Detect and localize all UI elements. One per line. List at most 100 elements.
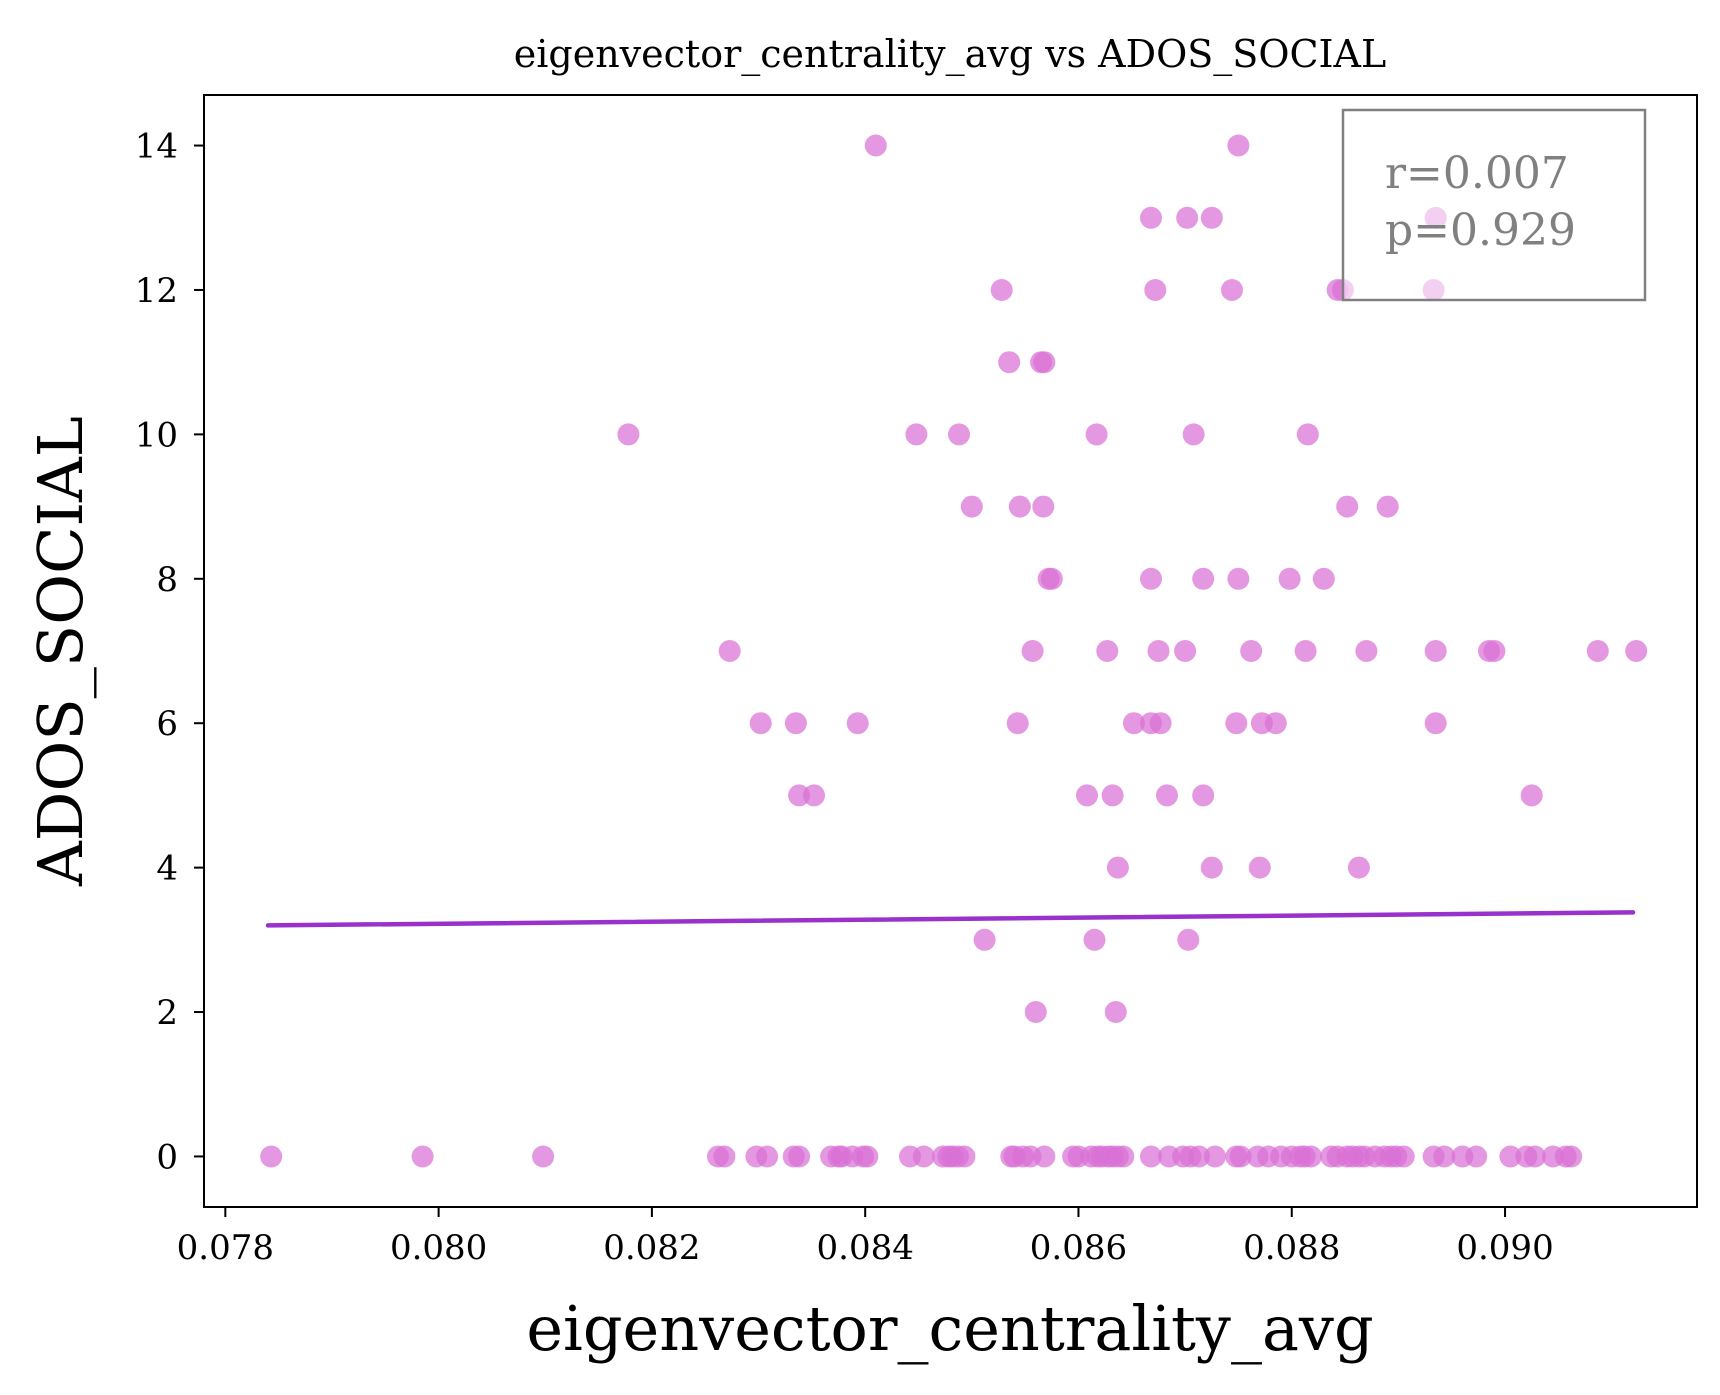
data-point [1586, 640, 1609, 662]
data-point [973, 928, 996, 951]
data-point [1122, 712, 1145, 735]
data-point [953, 1145, 976, 1168]
data-point [1248, 856, 1271, 879]
data-point [1140, 1145, 1162, 1168]
data-point [1076, 784, 1098, 807]
x-axis-ticks: 0.078 0.080 0.082 0.084 0.086 0.088 0.090 [177, 1207, 1554, 1268]
data-point [1312, 567, 1335, 590]
data-point [1144, 279, 1167, 301]
data-point [1112, 1145, 1135, 1168]
data-point [1355, 640, 1378, 662]
data-point [713, 1145, 736, 1168]
data-point [1008, 495, 1031, 518]
y-tick-label: 4 [156, 849, 178, 889]
data-point [1083, 928, 1106, 951]
data-point [1140, 567, 1162, 590]
data-point [1200, 206, 1223, 229]
x-tick-label: 0.086 [1030, 1228, 1127, 1268]
data-point [990, 279, 1013, 301]
data-point [1106, 856, 1129, 879]
data-point [846, 712, 869, 735]
data-point [1174, 640, 1197, 662]
y-tick-label: 0 [156, 1137, 178, 1177]
data-point [1300, 1145, 1322, 1168]
data-point [1424, 712, 1447, 735]
y-tick-label: 2 [156, 993, 178, 1033]
data-point [1033, 1145, 1056, 1168]
data-point [1192, 567, 1215, 590]
regression-line [265, 910, 1636, 928]
y-tick-label: 8 [156, 560, 178, 600]
data-point [1240, 640, 1263, 662]
data-point [718, 640, 741, 662]
data-point [1101, 784, 1124, 807]
data-point [1433, 1145, 1456, 1168]
data-point [1204, 1145, 1226, 1168]
y-tick-label: 12 [135, 271, 178, 311]
data-point [1024, 1001, 1047, 1023]
data-point [1200, 856, 1223, 879]
data-point [1140, 206, 1162, 229]
data-point [617, 423, 640, 446]
data-point [1424, 640, 1447, 662]
y-tick-label: 14 [135, 127, 178, 167]
data-point [532, 1145, 555, 1168]
data-point [1264, 712, 1287, 735]
data-point [1147, 640, 1170, 662]
data-point [1296, 423, 1319, 446]
data-point [1176, 206, 1199, 229]
data-point [749, 712, 772, 735]
y-tick-label: 6 [156, 704, 178, 744]
data-point [1227, 567, 1250, 590]
data-point [1182, 423, 1205, 446]
data-point [1392, 1145, 1415, 1168]
x-tick-label: 0.082 [603, 1228, 700, 1268]
data-point [1227, 134, 1250, 157]
data-point [1465, 1145, 1488, 1168]
x-tick-label: 0.080 [390, 1228, 487, 1268]
data-point [1336, 495, 1359, 518]
chart-title: eigenvector_centrality_avg vs ADOS_SOCIA… [514, 32, 1386, 77]
data-point [1188, 1145, 1210, 1168]
data-point [1347, 856, 1370, 879]
data-point [1085, 423, 1108, 446]
data-point [1040, 567, 1063, 590]
data-point [1229, 1145, 1252, 1168]
data-point [1096, 640, 1119, 662]
data-point [948, 423, 970, 446]
plot-area: r=0.007 p=0.929 [203, 94, 1698, 1208]
data-point [1278, 567, 1301, 590]
y-tick-label: 10 [135, 415, 178, 455]
data-point [260, 1145, 283, 1168]
data-point [1520, 784, 1543, 807]
data-point [1523, 1145, 1546, 1168]
x-tick-label: 0.090 [1456, 1228, 1553, 1268]
data-point [1104, 1001, 1127, 1023]
data-point [1499, 1145, 1522, 1168]
data-point [998, 351, 1021, 374]
stats-p-value: p=0.929 [1385, 205, 1576, 256]
x-axis-title: eigenvector_centrality_avg [526, 1292, 1373, 1365]
data-point [1225, 712, 1248, 735]
data-point [1625, 640, 1648, 662]
data-point [1156, 784, 1178, 807]
data-point [1006, 712, 1029, 735]
data-point [1021, 640, 1044, 662]
data-point [1483, 640, 1506, 662]
x-tick-label: 0.088 [1243, 1228, 1340, 1268]
stats-box-frame [1341, 108, 1647, 302]
plot-frame [203, 94, 1698, 1208]
data-point [864, 134, 887, 157]
data-point [912, 1145, 935, 1168]
x-tick-label: 0.078 [177, 1228, 274, 1268]
data-point [1294, 640, 1317, 662]
data-point [1177, 928, 1200, 951]
stats-box: r=0.007 p=0.929 [1341, 108, 1647, 302]
data-point [1560, 1145, 1583, 1168]
data-point [788, 1145, 811, 1168]
data-point [411, 1145, 434, 1168]
data-point [1032, 495, 1055, 518]
data-point [784, 712, 807, 735]
data-point [960, 495, 983, 518]
